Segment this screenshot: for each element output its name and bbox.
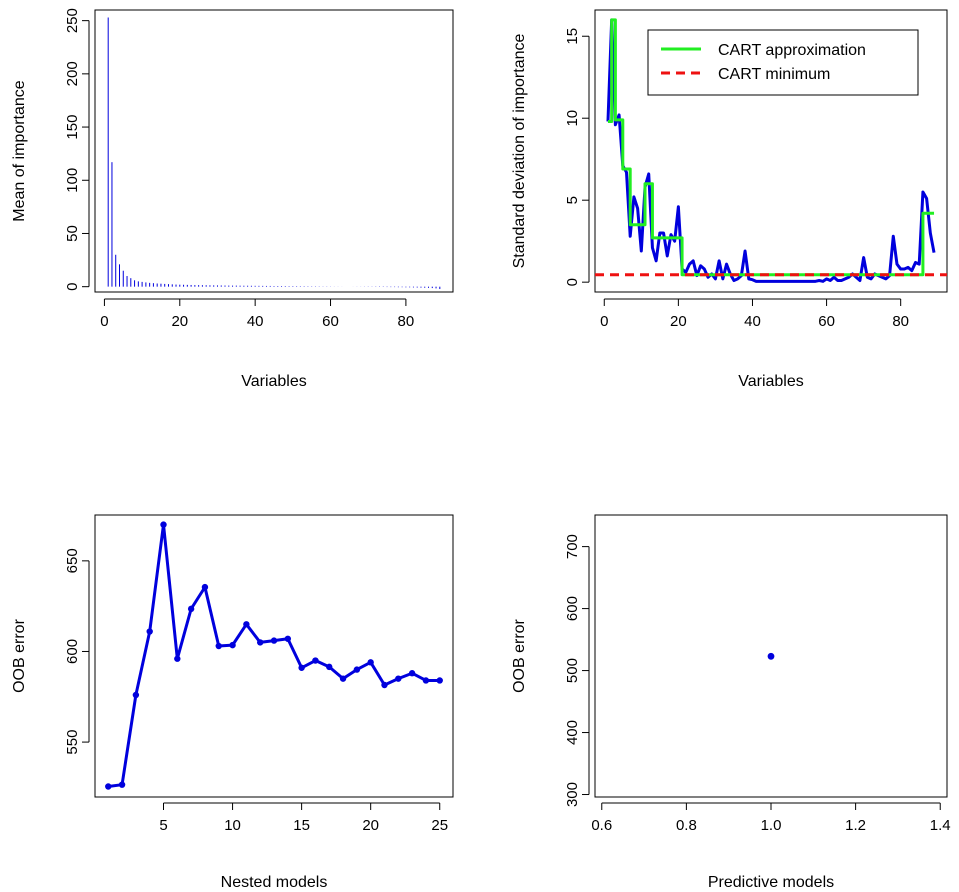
data-point: [174, 655, 181, 662]
data-point: [229, 641, 236, 649]
x-tick-label: 25: [431, 817, 448, 834]
x-axis-title: Nested models: [221, 874, 328, 891]
data-point: [187, 605, 195, 613]
y-tick-label: 10: [564, 110, 581, 127]
data-point: [767, 652, 775, 660]
mean-importance-panel: 0 20 40 60 80 0 50 100 150 200 250 Variables Mean of…: [11, 8, 454, 390]
y-axis-title: OOB error: [511, 618, 528, 692]
y-tick-label: 250: [64, 8, 81, 33]
data-point: [118, 781, 126, 788]
legend-label: CART approximation: [718, 42, 866, 59]
y-axis-title: OOB error: [11, 618, 28, 692]
y-tick-label: 600: [564, 596, 581, 621]
y-tick-label: 600: [64, 639, 81, 664]
data-layer: [595, 18, 947, 283]
y-tick-label: 200: [64, 61, 81, 86]
y-tick-label: 700: [564, 534, 581, 559]
data-point: [215, 642, 222, 650]
x-tick-label: 1.4: [930, 817, 951, 834]
x-axis-title: Variables: [738, 373, 804, 390]
legend-box: [647, 29, 919, 96]
x-tick-label: 0.6: [591, 817, 612, 834]
data-point: [284, 635, 292, 642]
cart-approximation-line: [607, 18, 935, 277]
y-tick-label: 50: [64, 225, 81, 242]
data-point: [395, 675, 402, 682]
data-point: [326, 663, 333, 671]
data-point: [105, 783, 112, 790]
sd-importance-panel: 0 20 40 60 80 0 5 10 15 Variables Standard deviati…: [511, 9, 948, 390]
oob-predictive-panel: 0.6 0.8 1.0 1.2 1.4 300 400 500 600 700 Predictive…: [511, 514, 951, 891]
y-tick-label: 500: [564, 658, 581, 683]
x-tick-label: 0.8: [676, 817, 697, 834]
y-axis-title: Mean of importance: [11, 80, 28, 222]
oob-nested-panel: 5 10 15 20 25 550 600 650 Nested models OOB error: [11, 514, 454, 891]
data-point: [256, 639, 264, 646]
data-point: [243, 621, 250, 628]
data-point: [312, 657, 319, 664]
data-layer: [767, 652, 775, 660]
x-tick-label: 0: [100, 313, 108, 330]
y-tick-label: 100: [64, 168, 81, 193]
data-point: [367, 659, 374, 666]
data-point: [132, 691, 140, 699]
y-tick-label: 550: [64, 730, 81, 755]
data-point: [353, 666, 361, 673]
data-point: [270, 637, 278, 644]
x-tick-label: 15: [293, 817, 310, 834]
data-point: [146, 628, 153, 635]
x-tick-label: 40: [247, 313, 264, 330]
y-tick-label: 15: [564, 28, 581, 45]
x-tick-label: 60: [818, 313, 835, 330]
x-tick-label: 40: [744, 313, 761, 330]
x-tick-label: 5: [159, 817, 167, 834]
plot-frame: [94, 514, 454, 798]
y-tick-label: 650: [64, 548, 81, 573]
data-point: [298, 664, 305, 671]
data-point: [436, 677, 443, 684]
x-tick-label: 0: [600, 313, 608, 330]
x-tick-label: 20: [171, 313, 188, 330]
y-tick-label: 300: [564, 782, 581, 807]
series-line: [108, 523, 440, 788]
y-tick-label: 0: [64, 283, 81, 291]
legend: CART approximation CART minimum: [647, 29, 919, 96]
y-tick-label: 150: [64, 115, 81, 140]
x-tick-label: 1.2: [845, 817, 866, 834]
data-layer: [107, 17, 441, 290]
x-tick-label: 20: [362, 817, 379, 834]
x-axis-title: Variables: [241, 373, 307, 390]
plot-frame: [94, 9, 454, 293]
data-point: [408, 670, 416, 677]
x-tick-label: 10: [224, 817, 241, 834]
legend-label: CART minimum: [718, 66, 830, 83]
data-point: [339, 675, 347, 682]
x-tick-label: 80: [398, 313, 415, 330]
plot-frame: [594, 514, 948, 798]
data-point: [201, 583, 209, 591]
x-tick-label: 1.0: [761, 817, 782, 834]
y-tick-label: 400: [564, 720, 581, 745]
x-tick-label: 60: [322, 313, 339, 330]
data-layer: [105, 521, 443, 790]
data-point: [160, 521, 167, 528]
data-point: [381, 681, 388, 689]
x-axis-title: Predictive models: [708, 874, 834, 891]
y-tick-label: 0: [564, 278, 581, 286]
x-tick-label: 80: [892, 313, 909, 330]
x-tick-label: 20: [670, 313, 687, 330]
y-axis-title: Standard deviation of importance: [511, 33, 528, 268]
plot-frame: [594, 9, 948, 293]
y-tick-label: 5: [564, 196, 581, 204]
data-point: [422, 677, 430, 684]
